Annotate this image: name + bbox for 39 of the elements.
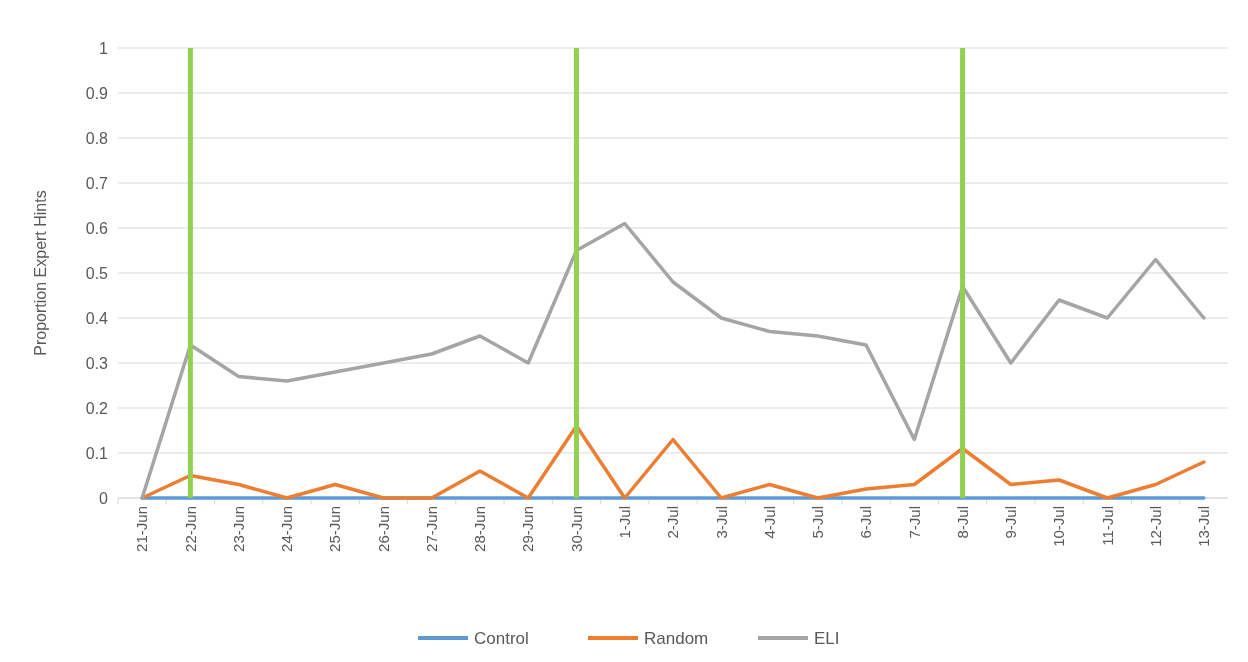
x-tick-label: 8-Jul — [953, 506, 971, 539]
y-tick-label: 0.8 — [85, 129, 109, 147]
x-tick-label: 2-Jul — [664, 506, 682, 539]
y-tick-label: 0.5 — [85, 264, 109, 282]
x-tick-label: 22-Jun — [181, 506, 199, 552]
x-tick-label: 26-Jun — [374, 506, 392, 552]
y-tick-label: 0.7 — [85, 174, 109, 192]
x-tick-label: 3-Jul — [712, 506, 730, 539]
line-series — [140, 221, 1206, 500]
legend-label: Control — [474, 628, 529, 648]
x-tick-label: 4-Jul — [760, 506, 778, 539]
y-tick-label: 0.1 — [85, 444, 109, 462]
x-tick-label: 1-Jul — [615, 506, 633, 539]
x-tick-label: 5-Jul — [809, 506, 827, 539]
x-tick-label: 9-Jul — [1002, 506, 1020, 539]
y-tick-label: 0.6 — [85, 219, 109, 237]
y-tick-label: 0.4 — [85, 309, 109, 327]
x-tick-label: 11-Jul — [1098, 506, 1116, 546]
x-tick-label: 6-Jul — [857, 506, 875, 539]
x-tick-label: 12-Jul — [1146, 506, 1164, 547]
y-tick-label: 0.2 — [85, 399, 109, 417]
x-tick-label: 21-Jun — [133, 506, 151, 552]
x-tick-label: 29-Jun — [519, 506, 537, 552]
legend-label: Random — [644, 628, 709, 648]
legend-label: ELI — [814, 628, 840, 648]
x-tick-label: 7-Jul — [905, 506, 923, 539]
x-tick-label: 25-Jun — [326, 506, 344, 552]
x-tick-label: 27-Jun — [422, 506, 440, 552]
y-tick-label: 1 — [99, 39, 109, 57]
x-tick-label: 10-Jul — [1050, 506, 1068, 547]
y-tick-label: 0 — [99, 489, 109, 507]
y-axis-title: Proportion Expert Hints — [32, 190, 49, 356]
x-tick-label: 13-Jul — [1195, 506, 1213, 547]
y-tick-label: 0.3 — [85, 354, 109, 372]
y-tick-label: 0.9 — [85, 84, 109, 102]
x-tick-label: 28-Jun — [471, 506, 489, 552]
x-tick-label: 24-Jun — [278, 506, 296, 552]
x-tick-label: 23-Jun — [229, 506, 247, 552]
x-tick-label: 30-Jun — [567, 506, 585, 552]
